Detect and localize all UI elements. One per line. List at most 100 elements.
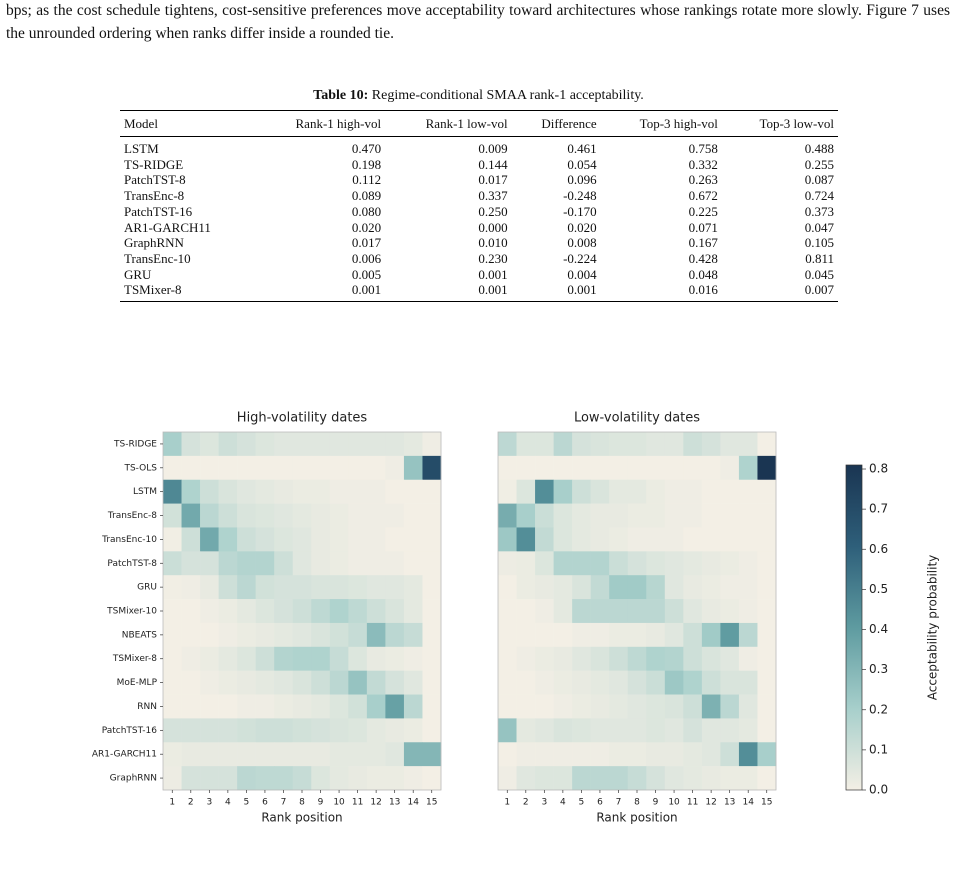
table-cell: GraphRNN <box>124 235 184 251</box>
heatmap-cell <box>498 742 517 767</box>
x-tick-label: 9 <box>653 798 659 808</box>
heatmap-cell <box>590 718 610 743</box>
heatmap-cell <box>609 575 629 600</box>
heatmap-cell <box>590 479 610 504</box>
heatmap-cell <box>255 479 275 504</box>
heatmap-cell <box>535 527 554 552</box>
heatmap-cell <box>366 503 386 528</box>
heatmap-cell <box>535 575 554 600</box>
x-tick-label: 6 <box>597 798 603 808</box>
heatmap-cell <box>311 670 331 695</box>
table-row: LSTM 0.470 0.009 0.461 0.758 0.488 <box>120 137 838 157</box>
heatmap-cell <box>403 646 423 671</box>
table-cell: 0.007 <box>804 282 834 298</box>
heatmap-cell <box>572 766 591 791</box>
column-header: Difference <box>511 110 601 137</box>
heatmap-cell <box>738 670 758 695</box>
heatmap-cell <box>498 670 517 695</box>
x-tick-label: 5 <box>244 798 250 808</box>
heatmap-cell <box>757 694 777 719</box>
heatmap-cell <box>498 575 517 600</box>
heatmap-cell <box>701 766 721 791</box>
heatmap-cell <box>274 551 294 576</box>
heatmap-cell <box>646 503 666 528</box>
heatmap-cell <box>516 575 536 600</box>
table-cell: 0.008 <box>567 235 597 251</box>
heatmap-cell <box>181 503 201 528</box>
heatmap-cell <box>720 575 740 600</box>
heatmap-cell <box>646 599 666 624</box>
heatmap-cell <box>181 432 201 457</box>
heatmap-cell <box>218 670 238 695</box>
x-tick-label: 1 <box>169 798 175 808</box>
x-tick-label: 9 <box>318 798 324 808</box>
heatmap-cell <box>572 432 591 457</box>
x-tick-label: 7 <box>616 798 622 808</box>
heatmap-cell <box>535 694 554 719</box>
table-cell: 0.001 <box>478 266 508 282</box>
heatmap-cell <box>366 694 386 719</box>
heatmap-cell <box>590 551 610 576</box>
heatmap-cell <box>255 670 275 695</box>
heatmap-cell <box>366 766 386 791</box>
heatmap-cell <box>683 432 703 457</box>
heatmap-cell <box>516 646 536 671</box>
heatmap-cell <box>516 742 536 767</box>
heatmap-cell <box>292 479 312 504</box>
heatmap-cell <box>200 646 219 671</box>
heatmap-cell <box>664 694 684 719</box>
heatmap-cell <box>757 646 777 671</box>
heatmap-cell <box>348 503 368 528</box>
heatmap-cell <box>366 575 386 600</box>
heatmap-cell <box>422 622 442 648</box>
heatmap-cell <box>200 670 219 695</box>
row-label: NBEATS <box>122 630 158 640</box>
heatmap-cell <box>664 599 684 624</box>
heatmap-cell <box>403 503 423 528</box>
heatmap-cell <box>292 432 312 457</box>
row-label: GraphRNN <box>110 774 157 784</box>
heatmap-cell <box>535 622 554 648</box>
heatmap-cell <box>181 766 201 791</box>
heatmap-cell <box>757 599 777 624</box>
table-cell: TS-RIDGE <box>124 156 184 172</box>
heatmap-cell <box>683 575 703 600</box>
heatmap-cell <box>757 432 777 457</box>
heatmap-cell <box>200 575 219 600</box>
heatmap-cell <box>683 455 703 481</box>
table-cell: 0.811 <box>805 250 834 266</box>
x-tick-label: 4 <box>225 798 231 808</box>
x-axis-label: Rank position <box>261 811 342 825</box>
heatmap-cell <box>572 670 591 695</box>
heatmap-cell <box>646 646 666 671</box>
heatmap-cell <box>664 742 684 767</box>
x-tick-label: 2 <box>188 798 194 808</box>
heatmap-cell <box>163 503 182 528</box>
heatmap-cell <box>403 455 423 481</box>
heatmap-cell <box>553 742 573 767</box>
heatmap-cell <box>609 432 629 457</box>
heatmap-cell <box>535 766 554 791</box>
heatmap-cell <box>572 742 591 767</box>
heatmap-cell <box>738 622 758 648</box>
heatmap-cell <box>237 455 256 481</box>
heatmap-cell <box>218 455 238 481</box>
heatmap-cell <box>701 742 721 767</box>
heatmap-cell <box>403 670 423 695</box>
heatmap-cell <box>422 599 442 624</box>
heatmap-cell <box>720 622 740 648</box>
heatmap-cell <box>329 432 349 457</box>
heatmap-cell <box>553 766 573 791</box>
heatmap-cell <box>218 551 238 576</box>
heatmap-cell <box>738 503 758 528</box>
x-tick-label: 1 <box>504 798 510 808</box>
heatmap-cell <box>311 503 331 528</box>
colorbar-tick-label: 0.7 <box>869 502 888 516</box>
heatmap-cell <box>701 575 721 600</box>
heatmap-cell <box>181 455 201 481</box>
heatmap-cell <box>237 527 256 552</box>
row-label: AR1-GARCH11 <box>92 750 157 760</box>
heatmap-cell <box>498 599 517 624</box>
table-cell: 0.001 <box>351 282 382 298</box>
panel-title: High-volatility dates <box>237 411 368 426</box>
